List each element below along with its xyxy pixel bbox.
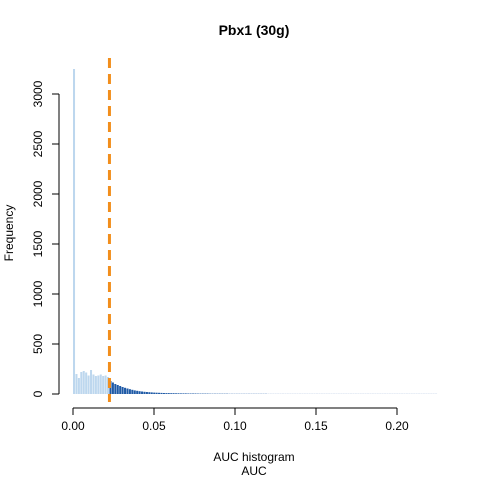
histogram-bar <box>136 390 139 394</box>
x-axis-title: AUC histogram <box>213 450 294 464</box>
histogram-bar <box>143 391 146 394</box>
y-axis-title: Frequency <box>2 205 16 262</box>
histogram-bar <box>85 372 88 394</box>
histogram-bars <box>73 69 438 394</box>
histogram-bar <box>90 370 93 394</box>
x-tick-label: 0.00 <box>61 419 85 433</box>
histogram-bar <box>141 391 144 394</box>
histogram-bar <box>175 393 178 394</box>
y-tick-label: 2500 <box>31 130 45 157</box>
histogram-bar <box>150 392 153 394</box>
histogram-bar <box>153 392 156 394</box>
y-tick-label: 2000 <box>31 180 45 207</box>
histogram-bar <box>162 393 165 394</box>
histogram-bar <box>82 371 85 394</box>
x-tick-label: 0.20 <box>385 419 409 433</box>
histogram-bar <box>148 392 151 394</box>
histogram-bar <box>114 384 117 394</box>
histogram-bar <box>172 393 175 394</box>
histogram-bar <box>102 376 105 394</box>
histogram-bar <box>87 375 90 394</box>
histogram-bar <box>104 375 107 394</box>
histogram-bar <box>165 393 168 394</box>
y-tick-label: 0 <box>31 390 45 397</box>
histogram-bar <box>189 393 192 394</box>
histogram-bar <box>94 376 97 394</box>
y-tick-label: 3000 <box>31 80 45 107</box>
y-axis: 0 500 1000 1500 2000 2500 3000 <box>31 80 60 397</box>
y-tick-label: 1000 <box>31 280 45 307</box>
histogram-bar <box>77 378 80 394</box>
x-tick-label: 0.05 <box>142 419 166 433</box>
y-tick-label: 500 <box>31 334 45 354</box>
histogram-bar <box>187 393 190 394</box>
histogram-bar <box>111 382 114 394</box>
histogram-bar <box>182 393 185 394</box>
histogram-bar <box>184 393 187 394</box>
histogram-bar <box>92 374 95 394</box>
histogram-bar <box>192 393 195 394</box>
histogram-bar <box>170 393 173 394</box>
histogram-bar <box>167 393 170 394</box>
histogram-bar <box>138 391 141 394</box>
histogram-bar <box>155 392 158 394</box>
x-axis: 0.00 0.05 0.10 0.15 0.20 <box>61 407 409 433</box>
x-tick-label: 0.15 <box>304 419 328 433</box>
histogram-bar <box>116 385 119 394</box>
histogram-bar <box>75 374 78 394</box>
histogram-bar <box>160 392 163 394</box>
histogram-bar <box>128 389 131 394</box>
histogram-bar <box>73 69 76 394</box>
histogram-bar <box>179 393 182 394</box>
histogram-bar <box>177 393 180 394</box>
chart-title: Pbx1 (30g) <box>219 22 290 38</box>
histogram-bar <box>145 392 148 394</box>
histogram-bar <box>99 374 102 394</box>
x-axis-subtitle: AUC <box>241 464 267 478</box>
histogram-bar <box>194 393 197 394</box>
histogram-bar <box>119 386 122 394</box>
histogram-bar <box>133 390 136 394</box>
y-tick-label: 1500 <box>31 230 45 257</box>
histogram-bar <box>80 372 83 394</box>
histogram-bar <box>131 389 134 394</box>
histogram-bar <box>126 388 129 394</box>
histogram-bar <box>158 392 161 394</box>
histogram-bar <box>121 387 124 394</box>
histogram-bar <box>124 387 127 394</box>
x-tick-label: 0.10 <box>223 419 247 433</box>
histogram-bar <box>97 375 100 394</box>
